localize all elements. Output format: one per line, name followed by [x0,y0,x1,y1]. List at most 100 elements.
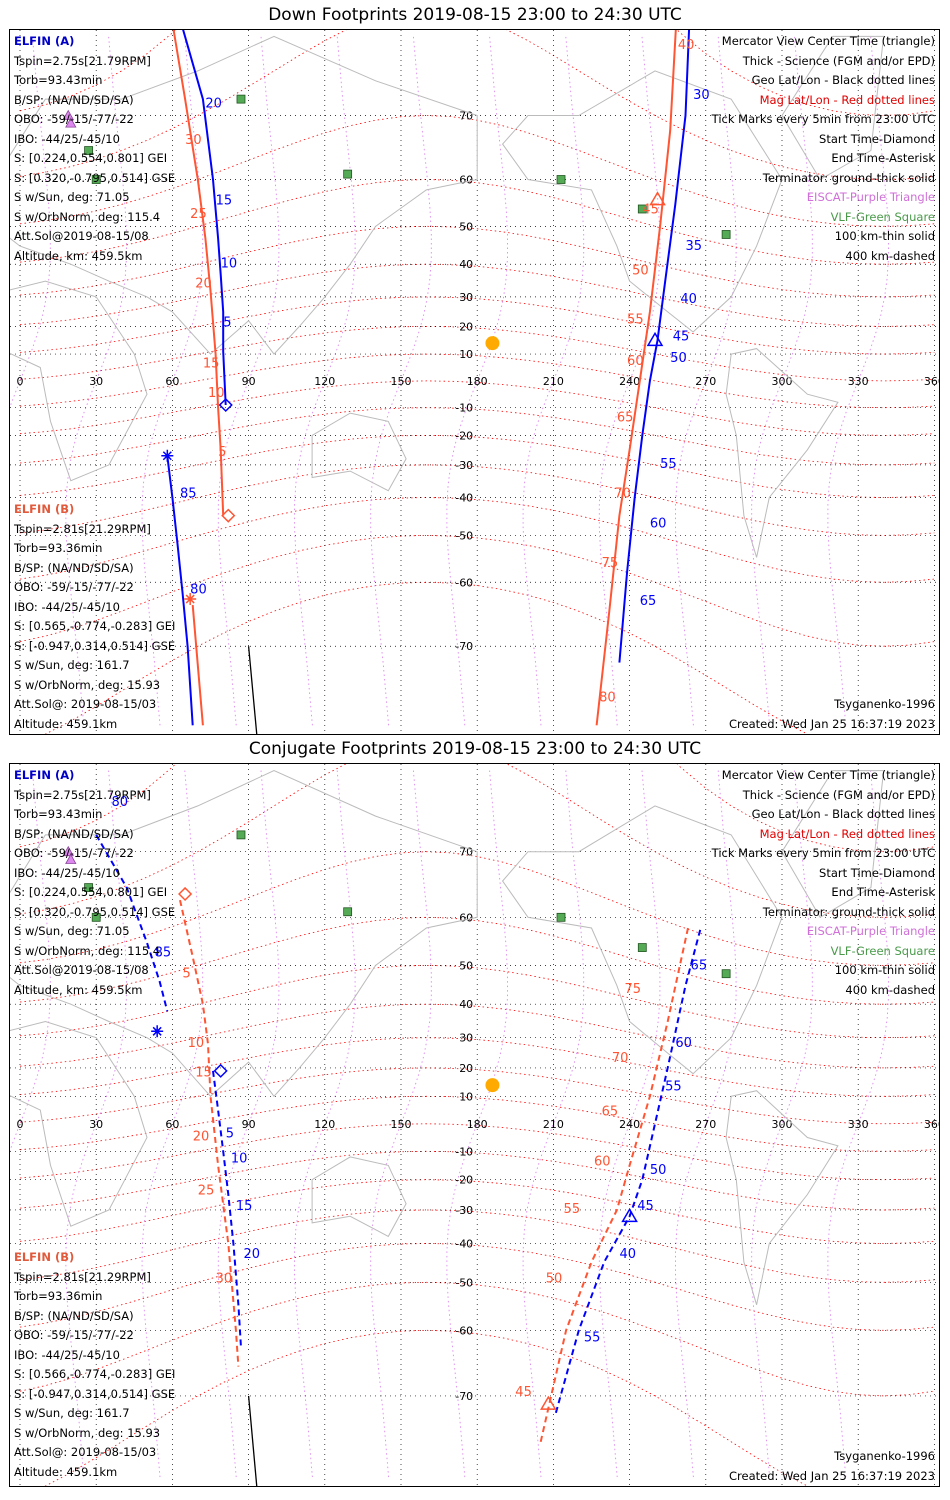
x-tick-label: 150 [391,1118,412,1131]
tick-mark-label: 50 [632,263,649,278]
footprint-track [212,1070,242,1348]
legend-line: Tick Marks every 5min from 23:00 UTC [711,846,935,860]
elfin-b-s-sun: S w/Sun, deg: 161.7 [14,1406,130,1420]
elfin-a-s-gei: S: [0.224,0.554,0.801] GEI [14,885,168,899]
eiscat-marker [62,845,74,857]
start-diamond-marker [213,1063,228,1078]
tick-mark-label: 5 [226,1127,234,1142]
elfin-a-attsol: Att.Sol@2019-08-15/08 [14,229,149,243]
tick-mark-label: 10 [231,1152,248,1167]
elfin-a-bsp: B/SP: (NA/ND/SD/SA) [14,92,134,107]
elfin-a-torb: Torb=93.43min [14,73,103,87]
tick-mark-label: 25 [198,1184,215,1199]
elfin-b-bsp: B/SP: (NA/ND/SD/SA) [14,1308,134,1323]
continent-outline [501,70,783,333]
y-tick-label: 10 [459,1090,473,1103]
mag-lat-line [19,1209,935,1283]
vlf-station-marker [637,943,647,952]
tick-mark-label: 80 [111,795,128,810]
tick-mark-label: 55 [584,1331,601,1346]
y-tick-label: -60 [455,576,473,589]
legend-line: Mag Lat/Lon - Red dotted lines [759,92,935,107]
y-tick-label: -20 [455,1174,473,1187]
tick-mark-label: 60 [594,1154,611,1169]
y-tick-label: 50 [459,220,473,233]
x-tick-label: 360 [924,1118,940,1131]
elfin-a-altitude: Altitude, km: 459.5km [14,982,143,997]
elfin-a-ibo: IBO: -44/25/-45/10 [14,131,120,146]
legend-line: Start Time-Diamond [819,865,935,880]
mag-lat-line [19,1067,935,1125]
elfin-b-torb: Torb=93.36min [14,541,103,555]
tick-mark-label: 20 [244,1247,261,1262]
y-tick-label: 40 [459,258,473,271]
tick-mark-label: 65 [640,594,657,609]
footprint-track [166,455,194,726]
y-tick-label: 20 [459,320,473,333]
elfin-b-s-orbnorm: S w/OrbNorm, deg: 15.93 [14,677,161,692]
y-tick-label: -20 [455,429,473,442]
mag-lon-line [65,36,127,726]
mag-lat-line [19,296,935,355]
elfin-a-info: ELFIN (A) Tspin=2.75s[21.79RPM] Torb=93.… [14,766,175,1000]
elfin-b-tspin: Tspin=2.81s[21.29RPM] [14,1269,151,1284]
elfin-a-tspin: Tspin=2.75s[21.79RPM] [14,53,151,68]
start-diamond-marker [178,886,193,902]
mag-lat-line [19,1003,935,1069]
mag-lat-line [19,225,935,298]
tick-mark-label: 30 [185,133,202,148]
elfin-b-s-sun: S w/Sun, deg: 161.7 [14,658,130,672]
mag-lon-line [675,36,737,726]
tick-mark-label: 60 [650,516,667,531]
end-asterisk-marker [151,1025,164,1038]
x-tick-label: 120 [314,1118,335,1131]
continent-outline [311,412,407,492]
footprint-track [179,899,240,1367]
tick-mark-label: 45 [642,202,659,217]
tick-mark-label: 60 [627,354,644,369]
elfin-b-label: ELFIN (B) [14,502,75,516]
legend-line: Geo Lat/Lon - Black dotted lines [751,73,935,87]
center-triangle-marker [649,191,666,206]
y-tick-label: -50 [455,1276,473,1289]
elfin-b-s-gei: S: [0.566,-0.774,-0.283] GEI [14,1367,176,1381]
elfin-a-altitude: Altitude, km: 459.5km [14,248,143,263]
footprint-track [95,834,169,1012]
x-tick-label: 300 [772,1118,793,1131]
tick-mark-label: 80 [190,582,207,597]
tick-mark-label: 10 [208,386,225,401]
elfin-a-s-sun: S w/Sun, deg: 71.05 [14,190,130,204]
mag-lon-line [217,36,280,726]
x-tick-label: 30 [89,375,103,388]
x-tick-label: 60 [165,1118,179,1131]
sun-icon [485,336,500,351]
tick-mark-label: 10 [188,1036,205,1051]
created-timestamp: Created: Wed Jan 25 16:37:19 2023 [728,716,935,731]
elfin-b-tspin: Tspin=2.81s[21.29RPM] [14,521,151,536]
elfin-b-attsol: Att.Sol@: 2019-08-15/03 [14,1445,157,1459]
map-panel-conjugate: 0 30 60 90 120 150 180 210 240 270 300 330 360 70 60 50… [9,763,940,1487]
legend-line: 400 km-dashed [845,982,935,997]
tick-mark-label: 50 [546,1271,563,1286]
elfin-b-s-orbnorm: S w/OrbNorm, deg: 15.93 [14,1425,161,1440]
eiscat-marker [65,117,77,128]
mag-lat-line [19,1150,935,1211]
legend-line: EISCAT-Purple Triangle [806,190,935,204]
elfin-a-s-orbnorm: S w/OrbNorm, deg: 115.4 [14,209,161,224]
legend-line: Mercator View Center Time (triangle) [721,768,935,782]
legend-line: Terminator: ground-thick solid [762,170,935,185]
tick-mark-label: 20 [205,97,222,112]
legend-line: 100 km-thin solid [834,229,935,243]
mag-lat-line [19,1123,935,1181]
tick-mark-label: 5 [223,315,231,330]
elfin-b-bsp: B/SP: (NA/ND/SD/SA) [14,560,134,575]
elfin-a-attsol: Att.Sol@2019-08-15/08 [14,963,149,977]
tick-mark-label: 40 [678,38,695,53]
eiscat-marker [62,109,74,120]
mag-lon-line [522,36,585,726]
elfin-a-obo: OBO: -59/-15/-77/-22 [14,112,134,126]
continent-outline [725,348,839,558]
x-tick-label: 330 [848,1118,869,1131]
y-tick-label: -70 [455,1390,473,1403]
tick-mark-label: 10 [221,257,238,272]
